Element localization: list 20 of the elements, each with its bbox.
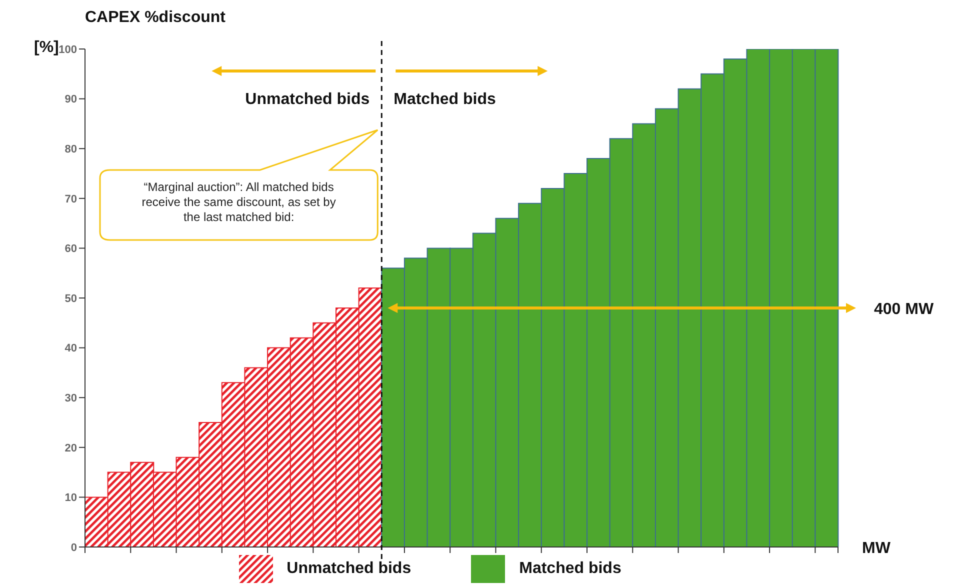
y-tick-label: 10 — [64, 492, 77, 504]
annotation: Matched bids — [394, 91, 496, 108]
y-tick-label: 80 — [64, 144, 77, 156]
x-axis-title: MW — [862, 540, 892, 557]
y-tick-label: 20 — [64, 442, 77, 454]
annotation: Unmatched bids — [245, 91, 370, 108]
y-tick-label: 40 — [64, 342, 77, 355]
text: 400 MW — [874, 300, 934, 318]
y-tick-label: 100 — [58, 44, 77, 56]
y-tick-label: 30 — [64, 392, 77, 405]
y-tick-label: 70 — [64, 193, 77, 206]
annotation: “Marginal auction”: All matched bids receive the same discount, as set by the last matched bid: — [140, 179, 337, 225]
y-tick-label: 90 — [64, 94, 77, 106]
y-tick-label: 60 — [64, 243, 77, 256]
chart-title: CAPEX %discount — [85, 9, 226, 26]
y-axis-title: [%] — [34, 39, 59, 56]
y-tick-label: 0 — [70, 542, 77, 554]
legend-label: Unmatched bids — [286, 560, 412, 578]
y-tick-label: 50 — [64, 292, 77, 305]
series-label: Matched bids — [519, 560, 622, 578]
